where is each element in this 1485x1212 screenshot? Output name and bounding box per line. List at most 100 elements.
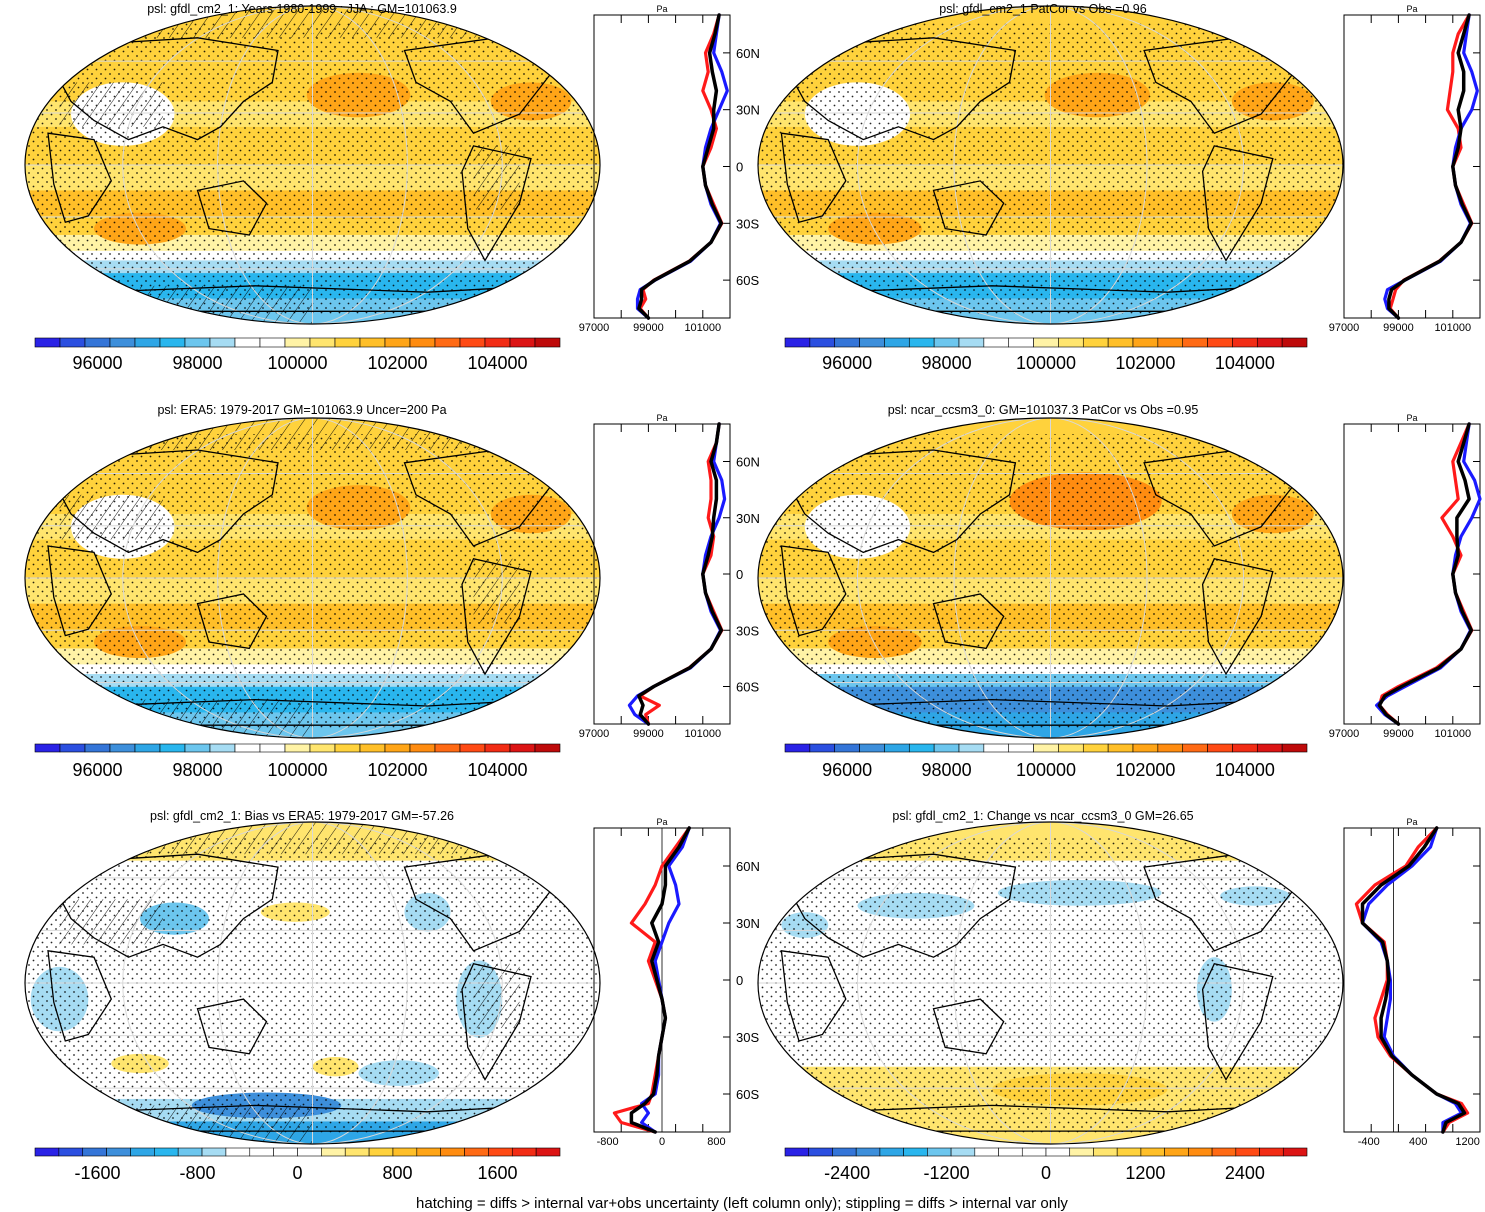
- colorbar-swatch: [334, 337, 361, 348]
- panel-title: psl: ERA5: 1979-2017 GM=101063.9 Uncer=2…: [157, 403, 446, 417]
- continent-outline: [196, 180, 268, 236]
- panel-p6: psl: gfdl_cm2_1: Change vs ncar_ccsm3_0 …: [757, 809, 1481, 1183]
- profile-xtick-label: 101000: [1434, 728, 1471, 740]
- colorbar-tick-label: 96000: [822, 353, 872, 373]
- profile-line-obs: [1360, 826, 1464, 1134]
- colorbar-swatch: [1282, 1147, 1308, 1157]
- colorbar-tick-label: 104000: [1215, 353, 1275, 373]
- colorbar-swatch: [284, 337, 311, 348]
- colorbar-swatch: [384, 337, 411, 348]
- profile-line-mean: [637, 13, 724, 320]
- footer-caption: hatching = diffs > internal var+obs unce…: [416, 1195, 1068, 1212]
- colorbar-swatch: [409, 337, 436, 348]
- colorbar: 96000 98000 100000 102000 104000: [784, 743, 1308, 780]
- colorbar-swatch: [834, 743, 860, 753]
- colorbar-swatch: [809, 743, 836, 753]
- colorbar-tick-label: 0: [292, 1163, 302, 1183]
- continent-outline: [47, 545, 113, 637]
- colorbar-swatch: [1033, 743, 1059, 753]
- meridian-line: [217, 418, 408, 738]
- continent-outline: [932, 593, 1005, 650]
- panel-title: psl: gfdl_cm2_1: Bias vs ERA5: 1979-2017…: [150, 809, 454, 823]
- profile-line-obs: [1383, 13, 1479, 320]
- profile-ytick-label: 0: [736, 567, 743, 582]
- meridian-line: [953, 822, 1148, 1144]
- profile-xtick-label: 99000: [1383, 322, 1414, 334]
- panel-title: psl: gfdl_cm2_1: Years 1980-1999 : JJA :…: [147, 2, 457, 16]
- panel-p1: psl: gfdl_cm2_1: Years 1980-1999 : JJA :…: [24, 2, 760, 373]
- profile-line-model: [1354, 826, 1470, 1134]
- colorbar-swatch: [1232, 743, 1258, 753]
- meridian-line: [217, 6, 408, 324]
- map-field: [25, 418, 600, 738]
- colorbar-swatch: [1045, 1147, 1071, 1157]
- continent-outline: [780, 132, 847, 223]
- colorbar-tick-label: 100000: [267, 760, 327, 780]
- colorbar-swatch: [983, 337, 1010, 348]
- colorbar-swatch: [1082, 337, 1109, 348]
- colorbar-swatch: [1132, 743, 1159, 753]
- colorbar-swatch: [1259, 1147, 1284, 1157]
- continent-outline: [196, 998, 268, 1055]
- profile-line-mean: [1377, 422, 1474, 726]
- colorbar-swatch: [1008, 743, 1034, 753]
- hatching: [473, 963, 520, 1029]
- meridian-line: [953, 6, 1148, 324]
- continent-outline: [196, 593, 268, 650]
- colorbar-swatch: [1182, 337, 1208, 348]
- colorbar-swatch: [509, 337, 536, 348]
- colorbar-swatch: [359, 337, 386, 348]
- colorbar-swatch: [834, 337, 860, 348]
- continent-outline: [47, 950, 113, 1042]
- colorbar-swatch: [809, 337, 836, 348]
- profile-line-mean: [637, 422, 724, 726]
- colorbar-swatch: [440, 1147, 465, 1157]
- colorbar-tick-label: 98000: [172, 760, 222, 780]
- colorbar-swatch: [1058, 743, 1084, 753]
- colorbar-swatch: [201, 1147, 227, 1157]
- profile-line-mean: [1360, 826, 1467, 1134]
- continent-outline: [1201, 558, 1274, 676]
- colorbar-swatch: [1157, 337, 1184, 348]
- graticule: [25, 822, 600, 1144]
- colorbar-tick-label: -1200: [924, 1163, 970, 1183]
- meridian-line: [122, 6, 503, 324]
- colorbar-swatch: [34, 743, 61, 753]
- colorbar-swatch: [225, 1147, 251, 1157]
- map-field: [25, 6, 600, 324]
- colorbar-swatch: [59, 743, 86, 753]
- profile-xtick-label: 97000: [579, 322, 610, 334]
- colorbar-swatch: [1058, 337, 1084, 348]
- profile-line-model: [612, 826, 691, 1134]
- colorbar-swatch: [134, 743, 161, 753]
- colorbar-tick-label: 100000: [1016, 353, 1076, 373]
- colorbar-swatch: [368, 1147, 394, 1157]
- map-border: [24, 5, 601, 325]
- colorbar: -2400 -1200 0 1200 2400: [784, 1147, 1308, 1183]
- colorbar-swatch: [983, 743, 1010, 753]
- profile-ytick-label: 30S: [736, 623, 759, 638]
- colorbar-swatch: [1093, 1147, 1118, 1157]
- profile-xtick-label: 101000: [684, 728, 721, 740]
- profile-ytick-label: 60N: [736, 455, 760, 470]
- colorbar-swatch: [1033, 337, 1059, 348]
- colorbar-swatch: [177, 1147, 203, 1157]
- colorbar-swatch: [1256, 743, 1283, 753]
- profile-axis-label: Pa: [1406, 4, 1417, 14]
- colorbar-swatch: [484, 337, 511, 348]
- colorbar-swatch: [1069, 1147, 1094, 1157]
- colorbar-swatch: [903, 1147, 928, 1157]
- hatching: [473, 145, 520, 210]
- colorbar-swatch: [58, 1147, 84, 1157]
- colorbar-tick-label: -2400: [824, 1163, 870, 1183]
- colorbar-swatch: [249, 1147, 274, 1157]
- colorbar-swatch: [509, 743, 536, 753]
- colorbar-swatch: [1182, 743, 1208, 753]
- colorbar-swatch: [1140, 1147, 1165, 1157]
- profile-xtick-label: 97000: [1329, 322, 1360, 334]
- colorbar-tick-label: 1600: [477, 1163, 517, 1183]
- continent-outline: [932, 180, 1005, 236]
- colorbar-swatch: [184, 743, 211, 753]
- map-field: [25, 822, 600, 1144]
